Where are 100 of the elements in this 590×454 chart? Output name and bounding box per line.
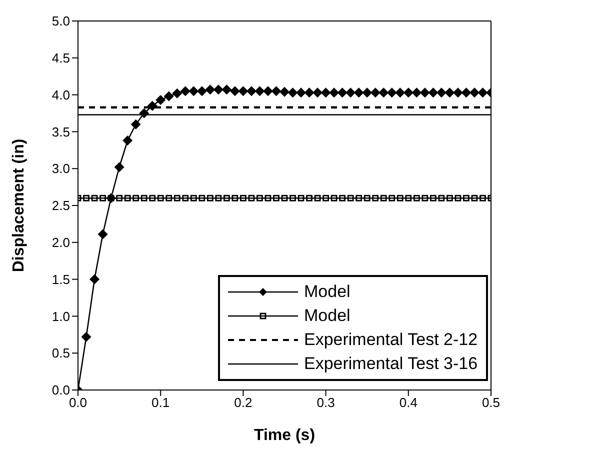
- y-tick-label: 4.5: [52, 50, 70, 66]
- point: [430, 194, 436, 202]
- point: [262, 86, 273, 96]
- point: [388, 194, 396, 202]
- x-tick-label: 0.4: [399, 395, 418, 410]
- point: [405, 194, 412, 202]
- point: [356, 194, 362, 202]
- point: [428, 88, 438, 98]
- point: [83, 194, 90, 202]
- point: [139, 108, 150, 118]
- point: [223, 194, 230, 202]
- y-tick-label: 3.0: [52, 161, 70, 176]
- point: [248, 194, 255, 202]
- point: [463, 194, 470, 202]
- point: [330, 194, 338, 202]
- point: [254, 86, 265, 96]
- point: [91, 194, 98, 202]
- point: [100, 194, 106, 202]
- point: [238, 86, 248, 96]
- point: [147, 100, 158, 111]
- point: [230, 86, 240, 96]
- y-tick-label: 5.0: [52, 14, 70, 29]
- point: [469, 88, 480, 98]
- point: [188, 86, 199, 96]
- point: [180, 86, 190, 96]
- point: [213, 84, 224, 95]
- point: [166, 194, 172, 202]
- point: [329, 88, 340, 98]
- point: [471, 194, 478, 202]
- point: [444, 88, 455, 98]
- legend-label: Model: [304, 282, 350, 302]
- point: [339, 194, 346, 202]
- point: [196, 86, 207, 96]
- point: [420, 88, 430, 98]
- point: [280, 86, 290, 97]
- point: [314, 194, 321, 202]
- point: [380, 194, 387, 202]
- point: [454, 194, 462, 202]
- y-tick-label: 2.5: [52, 198, 70, 214]
- x-tick-label: 0.5: [482, 395, 500, 410]
- point: [288, 88, 298, 98]
- legend-label: Experimental Test 2-12: [304, 330, 478, 350]
- point: [222, 84, 232, 95]
- point: [461, 88, 472, 98]
- point: [130, 119, 141, 130]
- legend-label: Experimental Test 3-16: [304, 354, 478, 374]
- point: [206, 194, 214, 202]
- point: [403, 88, 414, 98]
- point: [132, 194, 140, 202]
- point: [98, 229, 108, 240]
- point: [347, 194, 354, 202]
- point: [122, 136, 133, 146]
- point: [306, 194, 312, 202]
- point: [174, 194, 180, 202]
- point: [378, 88, 389, 98]
- point: [81, 332, 92, 342]
- point: [386, 88, 397, 98]
- point: [312, 88, 323, 98]
- point: [182, 194, 189, 202]
- point: [240, 194, 246, 202]
- point: [114, 162, 124, 172]
- point: [304, 88, 314, 98]
- point: [149, 194, 156, 202]
- point: [140, 194, 148, 202]
- point: [290, 194, 296, 202]
- point: [320, 88, 331, 98]
- y-tick-label: 3.5: [52, 124, 70, 140]
- x-tick-label: 0.3: [316, 395, 335, 410]
- point: [480, 194, 486, 202]
- point: [124, 194, 131, 202]
- x-axis-title: Time (s): [254, 427, 316, 444]
- point: [271, 86, 282, 96]
- point: [337, 88, 348, 98]
- point: [478, 88, 488, 98]
- point: [246, 86, 256, 96]
- x-tick-label: 0.1: [152, 395, 170, 410]
- point: [422, 194, 428, 202]
- point: [190, 194, 197, 202]
- point: [412, 88, 422, 98]
- point: [156, 94, 166, 105]
- point: [298, 194, 304, 202]
- point: [264, 194, 272, 202]
- point: [157, 194, 164, 202]
- point: [438, 194, 445, 202]
- y-tick-label: 1.5: [52, 272, 70, 287]
- point: [413, 194, 420, 202]
- point: [370, 88, 380, 98]
- point: [395, 88, 406, 98]
- point: [372, 194, 379, 202]
- x-tick-label: 0.0: [68, 395, 88, 410]
- y-tick-label: 0.5: [52, 346, 70, 361]
- point: [90, 274, 100, 284]
- point: [281, 194, 288, 202]
- point: [396, 194, 404, 202]
- y-tick-label: 2.0: [52, 235, 70, 250]
- point: [172, 88, 182, 98]
- point: [256, 194, 263, 202]
- point: [116, 194, 122, 202]
- point: [296, 88, 306, 98]
- point: [452, 88, 463, 98]
